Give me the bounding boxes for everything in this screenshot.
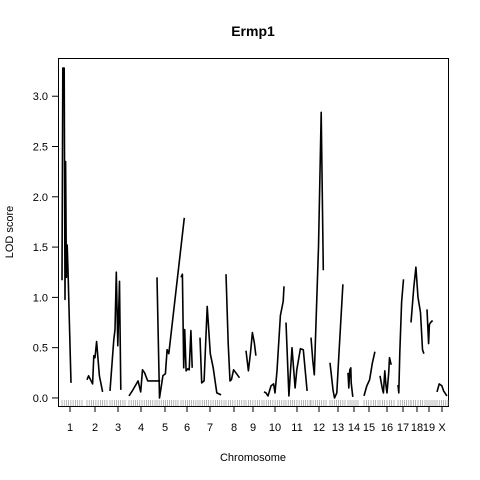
- x-tick-label: 13: [332, 422, 344, 434]
- lod-curve-chr-3: [109, 271, 122, 391]
- x-tick-label: 5: [162, 422, 168, 434]
- x-tick-label: 2: [92, 422, 98, 434]
- x-axis-label: Chromosome: [220, 452, 286, 464]
- lod-curve-chr-18: [410, 266, 425, 354]
- x-tick-label: 1: [67, 422, 73, 434]
- x-tick-label: 9: [250, 422, 256, 434]
- x-tick-label: 11: [291, 422, 302, 434]
- lod-curve-chr-X: [436, 383, 448, 397]
- plot-frame: [58, 58, 449, 407]
- y-tick-label: 3.0: [33, 91, 48, 103]
- x-tick-label: 16: [381, 422, 393, 434]
- lod-curve-chr-10: [263, 286, 285, 397]
- x-tick-label: X: [438, 422, 446, 434]
- x-tick-label: 12: [313, 422, 325, 434]
- y-axis-label: LOD score: [4, 206, 16, 259]
- lod-curve-chr-2: [86, 340, 104, 393]
- x-tick-label: 8: [231, 422, 237, 434]
- lod-curve-chr-14: [347, 366, 354, 397]
- x-tick-label: 10: [269, 422, 281, 434]
- x-tick-label: 14: [348, 422, 360, 434]
- y-tick-label: 2.0: [33, 192, 48, 204]
- y-axis: 0.0 0.5 1.0 1.5 2.0 2.5 3.0: [33, 91, 58, 405]
- chart-title: Ermp1: [231, 23, 275, 39]
- lod-curve-chr-15: [363, 351, 376, 397]
- y-tick-label: 1.5: [33, 242, 48, 254]
- lod-curve-chr-4: [128, 368, 161, 397]
- y-tick-label: 2.5: [33, 142, 48, 154]
- lod-curve-chr-19: [426, 309, 434, 345]
- lod-curve-chr-7: [199, 305, 222, 396]
- x-tick-label: 19: [423, 422, 435, 434]
- lod-curve-chr-1: [61, 67, 72, 383]
- lod-curve-chr-6: [180, 273, 193, 372]
- lod-curve-chr-9: [245, 331, 257, 372]
- x-tick-label: 15: [363, 422, 375, 434]
- lod-curve-chr-13: [329, 284, 344, 399]
- lod-curve-chr-12: [310, 111, 325, 376]
- lod-curve-chr-17: [397, 279, 405, 394]
- y-tick-label: 0.5: [33, 343, 48, 355]
- x-tick-label: 6: [184, 422, 190, 434]
- x-tick-label: 17: [397, 422, 409, 434]
- x-axis: 1 2 3 4 5 6 7 8 9 10 11 12 13 14 15 16 17 18 19 X: [67, 406, 446, 434]
- y-tick-label: 1.0: [33, 292, 48, 304]
- x-tick-label: 7: [207, 422, 213, 434]
- lod-curve-chr-11: [285, 322, 308, 397]
- y-tick-label: 0.0: [33, 393, 48, 405]
- lod-curves: [61, 67, 448, 399]
- lod-curve-chr-16: [379, 356, 392, 394]
- lod-curve-chr-5: [156, 217, 186, 399]
- x-tick-label: 18: [411, 422, 423, 434]
- x-tick-label: 3: [115, 422, 121, 434]
- marker-rug: [61, 400, 449, 406]
- lod-curve-chr-8: [225, 274, 241, 382]
- x-tick-label: 4: [138, 422, 144, 434]
